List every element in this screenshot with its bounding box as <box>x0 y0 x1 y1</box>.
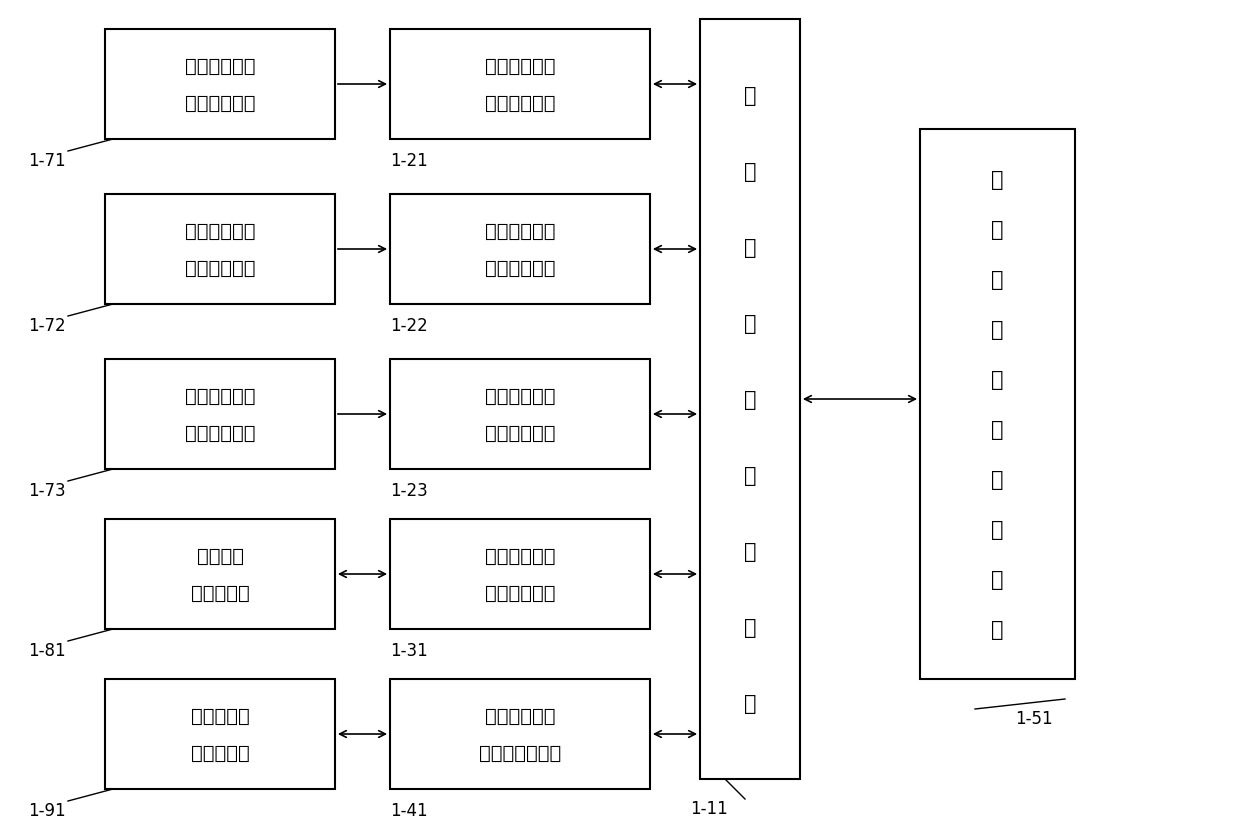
Bar <box>391 360 650 469</box>
Text: 第一变压器: 第一变压器 <box>191 706 249 726</box>
Bar <box>391 519 650 629</box>
Text: 片: 片 <box>744 618 756 637</box>
Text: 第三负载电流: 第三负载电流 <box>185 387 255 405</box>
Text: 第一变压器温: 第一变压器温 <box>485 706 556 726</box>
Text: 第: 第 <box>744 86 756 106</box>
Text: 一: 一 <box>991 219 1003 240</box>
Text: 第: 第 <box>991 170 1003 190</box>
Bar <box>105 519 335 629</box>
Text: 融: 融 <box>991 369 1003 390</box>
Text: 1-91: 1-91 <box>29 801 66 819</box>
Text: 第一负载电流: 第一负载电流 <box>485 57 556 76</box>
Bar <box>105 679 335 789</box>
Text: 第一负载电流: 第一负载电流 <box>185 57 255 76</box>
Bar <box>920 130 1075 679</box>
Text: 块: 块 <box>991 619 1003 639</box>
Bar <box>105 195 335 305</box>
Text: 采集处理模块: 采集处理模块 <box>185 93 255 113</box>
Text: 数: 数 <box>744 238 756 258</box>
Text: 温度传感器: 温度传感器 <box>191 743 249 762</box>
Text: 据: 据 <box>744 314 756 333</box>
Bar <box>701 20 800 779</box>
Text: 模: 模 <box>991 569 1003 590</box>
Text: 1-71: 1-71 <box>29 152 66 170</box>
Text: 数据转换模块: 数据转换模块 <box>485 423 556 442</box>
Text: 单: 单 <box>744 541 756 561</box>
Bar <box>391 679 650 789</box>
Text: 1-73: 1-73 <box>29 482 66 500</box>
Bar <box>105 360 335 469</box>
Text: 1-81: 1-81 <box>29 641 66 659</box>
Text: 数据转换模块: 数据转换模块 <box>485 259 556 278</box>
Text: 第三负载电流: 第三负载电流 <box>485 387 556 405</box>
Text: 机: 机 <box>744 693 756 713</box>
Text: 合: 合 <box>991 419 1003 440</box>
Text: 度数据转换模块: 度数据转换模块 <box>479 743 562 762</box>
Text: 第一环境: 第一环境 <box>196 546 243 565</box>
Text: 采集处理模块: 采集处理模块 <box>185 259 255 278</box>
Text: 合: 合 <box>744 465 756 486</box>
Text: 一: 一 <box>744 162 756 182</box>
Text: 1-41: 1-41 <box>391 801 428 819</box>
Text: 第二负载电流: 第二负载电流 <box>485 222 556 241</box>
Text: 第二负载电流: 第二负载电流 <box>185 222 255 241</box>
Text: 第一环境温度: 第一环境温度 <box>485 546 556 565</box>
Text: 1-51: 1-51 <box>1016 709 1053 727</box>
Text: 储: 储 <box>991 519 1003 540</box>
Text: 数据转换模块: 数据转换模块 <box>485 583 556 602</box>
Text: 1-23: 1-23 <box>391 482 428 500</box>
Text: 数据转换模块: 数据转换模块 <box>485 93 556 113</box>
Text: 1-22: 1-22 <box>391 317 428 335</box>
Text: 采集处理模块: 采集处理模块 <box>185 423 255 442</box>
Text: 据: 据 <box>991 319 1003 340</box>
Text: 数: 数 <box>991 269 1003 290</box>
Text: 1-21: 1-21 <box>391 152 428 170</box>
Text: 1-11: 1-11 <box>689 799 728 817</box>
Bar <box>105 30 335 140</box>
Bar <box>391 195 650 305</box>
Text: 1-72: 1-72 <box>29 317 66 335</box>
Text: 温度传感器: 温度传感器 <box>191 583 249 602</box>
Text: 1-31: 1-31 <box>391 641 428 659</box>
Text: 存: 存 <box>991 469 1003 490</box>
Text: 融: 融 <box>744 390 756 410</box>
Bar <box>391 30 650 140</box>
